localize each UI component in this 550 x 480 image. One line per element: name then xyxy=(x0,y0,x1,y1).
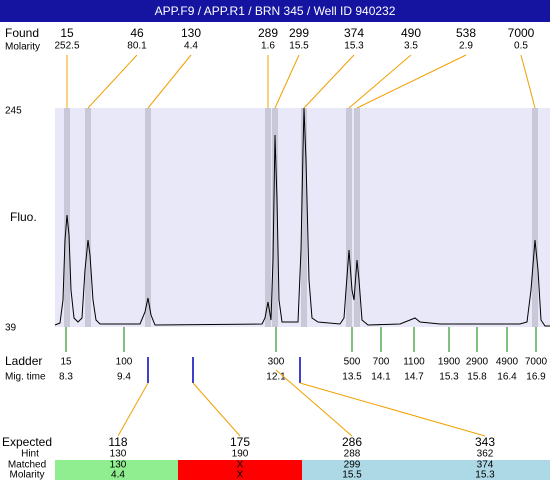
matched-label: Matched xyxy=(8,460,46,471)
peak-connector xyxy=(520,54,536,109)
hint-value: 362 xyxy=(477,449,494,460)
molarity-label: Molarity xyxy=(5,42,40,53)
hint-value: 190 xyxy=(232,449,249,460)
peak-band xyxy=(354,108,360,327)
ladder-size: 2900 xyxy=(466,357,489,368)
ladder-size: 300 xyxy=(268,357,285,368)
found-label: Found xyxy=(5,26,39,40)
hint-label: Hint xyxy=(21,449,39,460)
y-min-label: 39 xyxy=(5,323,17,334)
peak-band xyxy=(265,108,271,327)
ladder-time: 8.3 xyxy=(59,372,73,383)
expected-size: 118 xyxy=(108,435,127,449)
peak-molarity: 252.5 xyxy=(54,41,79,52)
ladder-time: 15.3 xyxy=(439,372,459,383)
unmatched-cell xyxy=(178,460,302,480)
ladder-label: Ladder xyxy=(5,354,42,368)
peak-molarity: 1.6 xyxy=(261,41,275,52)
ladder-time: 14.1 xyxy=(371,372,391,383)
peak-size: 374 xyxy=(344,26,364,40)
header-bar xyxy=(0,0,550,22)
peak-connector xyxy=(87,54,138,109)
peak-size: 490 xyxy=(401,26,421,40)
ladder-size: 100 xyxy=(116,357,133,368)
ladder-size: 700 xyxy=(373,357,390,368)
matched-value: 374 xyxy=(477,460,494,471)
matched-value: 299 xyxy=(344,460,361,471)
ladder-size: 15 xyxy=(60,357,72,368)
peak-molarity: 2.9 xyxy=(459,41,473,52)
peak-size: 130 xyxy=(181,26,201,40)
peak-molarity: 15.3 xyxy=(344,41,364,52)
matched-cell xyxy=(55,460,178,480)
peak-band xyxy=(301,108,307,327)
ladder-size: 4900 xyxy=(496,357,519,368)
peak-band xyxy=(145,108,151,327)
peak-band xyxy=(272,108,278,327)
matched-molarity: 4.4 xyxy=(111,470,125,480)
peak-connector xyxy=(348,54,412,109)
peak-size: 46 xyxy=(130,26,144,40)
matched-molarity: 15.3 xyxy=(475,470,495,480)
peak-band xyxy=(346,108,352,327)
hint-value: 130 xyxy=(110,449,127,460)
peak-connector xyxy=(274,54,300,109)
ladder-size: 7000 xyxy=(525,357,548,368)
ladder-size: 1100 xyxy=(403,357,425,368)
peak-size: 15 xyxy=(60,26,74,40)
expected-connector xyxy=(275,369,353,437)
expected-size: 343 xyxy=(475,435,495,449)
matched-value: X xyxy=(237,460,244,471)
peak-size: 7000 xyxy=(508,26,535,40)
header-title: APP.F9 / APP.R1 / BRN 345 / Well ID 9402… xyxy=(155,4,396,18)
peak-molarity: 3.5 xyxy=(404,41,418,52)
peak-connector xyxy=(303,54,355,109)
molarity-row-label: Molarity xyxy=(9,470,44,480)
peak-band xyxy=(85,108,91,327)
peak-connector xyxy=(356,54,467,109)
matched-cell xyxy=(302,460,550,480)
peak-size: 289 xyxy=(258,26,278,40)
ladder-time: 15.8 xyxy=(467,372,487,383)
peak-connector xyxy=(147,54,192,109)
ladder-time: 16.4 xyxy=(497,372,517,383)
expected-connector xyxy=(192,382,241,437)
peak-size: 538 xyxy=(456,26,476,40)
trace xyxy=(54,107,550,327)
peak-molarity: 80.1 xyxy=(127,41,147,52)
ladder-time: 16.9 xyxy=(526,372,546,383)
peak-band xyxy=(532,108,538,327)
peak-molarity: 4.4 xyxy=(184,41,198,52)
ladder-size: 1900 xyxy=(438,357,461,368)
expected-label: Expected xyxy=(2,435,52,449)
expected-size: 175 xyxy=(230,435,250,449)
ladder-time: 13.5 xyxy=(342,372,362,383)
expected-connector xyxy=(117,382,149,437)
matched-molarity: 15.5 xyxy=(342,470,362,480)
y-max-label: 245 xyxy=(5,106,22,117)
peak-molarity: 15.5 xyxy=(289,41,309,52)
matched-molarity: X xyxy=(237,470,244,480)
ladder-time: 12.1 xyxy=(266,372,286,383)
ladder-size: 500 xyxy=(344,357,361,368)
ladder-time: 14.7 xyxy=(404,372,424,383)
matched-value: 130 xyxy=(110,460,127,471)
expected-connector xyxy=(299,382,486,437)
y-axis-label: Fluo. xyxy=(10,210,37,224)
hint-value: 288 xyxy=(344,449,361,460)
ladder-time: 9.4 xyxy=(117,372,131,383)
mig-time-label: Mig. time xyxy=(5,372,46,383)
expected-size: 286 xyxy=(342,435,362,449)
peak-molarity: 0.5 xyxy=(514,41,528,52)
peak-size: 299 xyxy=(289,26,309,40)
